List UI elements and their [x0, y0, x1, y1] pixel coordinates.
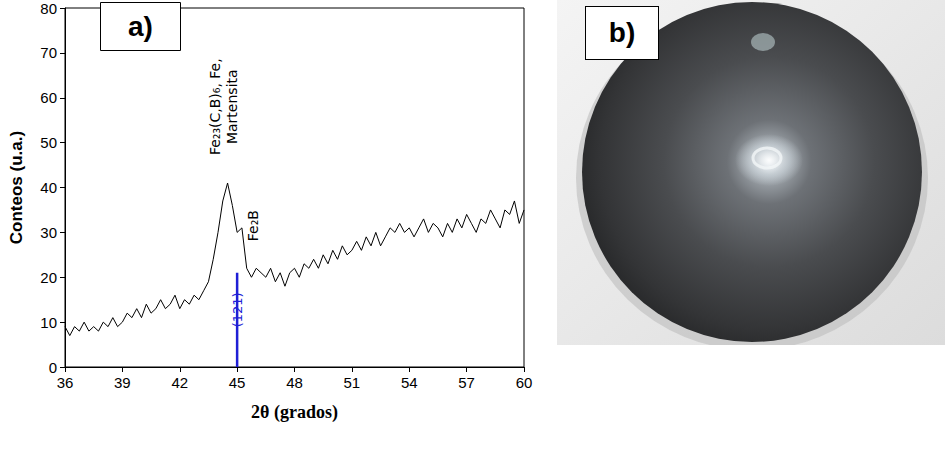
svg-text:Martensita: Martensita	[224, 69, 240, 144]
svg-text:2θ (grados): 2θ (grados)	[251, 402, 338, 423]
svg-text:Fe₂₃(C,B)₆, Fe,: Fe₂₃(C,B)₆, Fe,	[207, 58, 223, 155]
svg-text:48: 48	[286, 374, 303, 391]
svg-text:36: 36	[57, 374, 74, 391]
svg-text:60: 60	[40, 89, 57, 106]
svg-text:42: 42	[171, 374, 188, 391]
svg-text:39: 39	[114, 374, 131, 391]
svg-text:0: 0	[49, 359, 57, 376]
svg-text:(121): (121)	[230, 292, 245, 327]
html-text:b): b)	[608, 17, 636, 48]
svg-text:57: 57	[458, 374, 475, 391]
svg-text:80: 80	[40, 0, 57, 17]
svg-text:a): a)	[128, 11, 153, 42]
svg-text:10: 10	[40, 314, 57, 331]
svg-text:Fe₂B: Fe₂B	[245, 210, 261, 241]
svg-text:40: 40	[40, 179, 57, 196]
svg-text:45: 45	[229, 374, 246, 391]
svg-text:30: 30	[40, 224, 57, 241]
svg-text:51: 51	[344, 374, 361, 391]
svg-text:20: 20	[40, 269, 57, 286]
svg-text:60: 60	[516, 374, 533, 391]
svg-text:54: 54	[401, 374, 418, 391]
svg-text:70: 70	[40, 44, 57, 61]
svg-text:Conteos (u.a.): Conteos (u.a.)	[7, 131, 26, 244]
svg-text:50: 50	[40, 134, 57, 151]
